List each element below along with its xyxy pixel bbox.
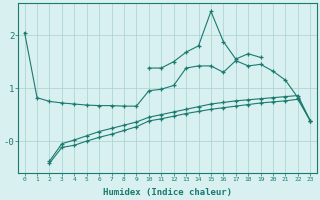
- X-axis label: Humidex (Indice chaleur): Humidex (Indice chaleur): [103, 188, 232, 197]
